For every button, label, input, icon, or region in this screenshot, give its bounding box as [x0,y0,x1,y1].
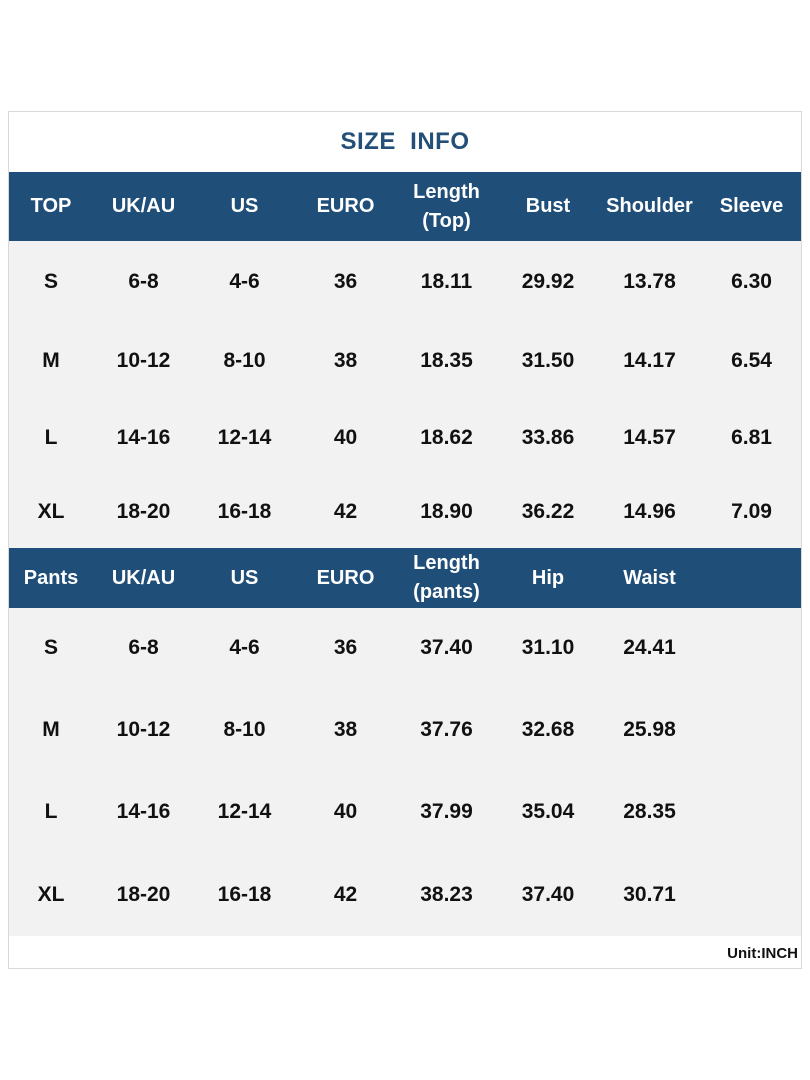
table-cell: 10-12 [116,349,171,372]
table-cell: 6-8 [128,270,159,293]
table-cell: XL [37,500,65,523]
table-cell: 31.50 [521,349,575,372]
pants-header-length: Length (pants) [413,552,480,603]
pants-table-body: S 6-8 4-6 36 37.40 31.10 24.41 M 10-12 8… [9,608,801,936]
table-cell: 6-8 [128,636,159,659]
pants-header-euro: EURO [316,566,375,589]
table-cell: 18-20 [116,500,171,523]
table-cell: 37.40 [521,882,575,906]
table-cell: 7.09 [731,500,772,523]
table-cell: 40 [333,800,358,823]
table-cell: 18.11 [420,270,473,293]
table-cell: 32.68 [521,717,575,741]
table-cell: 14.96 [623,500,676,523]
pants-header-empty [700,548,803,608]
table-cell: 18.35 [420,349,473,372]
table-cell: 18-20 [116,882,171,906]
table-cell: L [44,800,58,823]
table-cell: 8-10 [223,717,266,741]
table-cell: 37.76 [420,717,473,741]
top-header-ukau: UK/AU [111,195,176,217]
table-cell: 4-6 [229,636,260,659]
top-header-row: TOP UK/AU US EURO Length (Top) Bust Shou… [9,172,801,241]
table-cell [700,688,803,771]
table-cell: S [43,270,58,293]
table-cell: 38 [333,717,358,741]
table-cell: 37.40 [420,636,473,659]
pants-header-size: Pants [23,566,79,589]
unit-label: Unit:INCH [727,945,798,962]
table-cell: 36.22 [521,500,575,523]
table-cell: 6.81 [731,425,772,449]
table-cell: 24.41 [623,636,676,659]
table-cell: 31.10 [521,636,575,659]
table-cell: 4-6 [229,270,260,293]
table-cell [700,608,803,688]
table-cell: 35.04 [521,800,575,823]
table-cell: 42 [333,882,358,906]
table-cell: 18.62 [420,425,473,449]
table-cell [700,771,803,853]
top-header-sleeve: Sleeve [719,195,784,217]
table-cell: L [44,425,58,449]
table-cell: 42 [333,500,358,523]
table-cell: 14-16 [116,425,171,449]
table-cell: 12-14 [217,425,272,449]
table-cell: 37.99 [420,800,473,823]
table-cell: 36 [333,636,358,659]
top-header-length: Length (Top) [413,180,480,232]
table-cell: 14.17 [623,349,676,372]
pants-header-waist: Waist [623,566,676,589]
table-cell: 18.90 [420,500,473,523]
pants-header-ukau: UK/AU [111,566,176,589]
top-header-bust: Bust [525,195,571,217]
table-cell: 40 [333,425,358,449]
table-cell: 16-18 [217,500,272,523]
table-cell: XL [37,882,65,906]
table-cell: S [43,636,58,659]
table-cell: 6.54 [731,349,772,372]
table-cell: 33.86 [521,425,575,449]
table-cell: 36 [333,270,358,293]
top-header-size: TOP [30,195,72,217]
table-cell: 29.92 [521,270,575,293]
top-header-us: US [230,195,259,217]
table-cell: 16-18 [217,882,272,906]
top-header-shoulder: Shoulder [606,195,693,217]
table-cell: 10-12 [116,717,171,741]
table-cell: 6.30 [731,270,772,293]
chart-title: SIZE INFO [340,128,470,155]
table-cell: 8-10 [223,349,266,372]
table-cell: M [42,717,60,741]
size-chart: SIZE INFO TOP UK/AU US EURO Length (Top)… [8,111,802,969]
pants-header-us: US [230,566,259,589]
table-cell: 13.78 [623,270,676,293]
table-cell: 14-16 [116,800,171,823]
table-cell: 30.71 [623,882,676,906]
top-header-euro: EURO [316,195,375,217]
table-cell [700,853,803,936]
table-cell: 38 [333,349,358,372]
table-cell: 12-14 [217,800,272,823]
top-table-body: S 6-8 4-6 36 18.11 29.92 13.78 6.30 M 10… [9,241,801,548]
table-cell: 38.23 [420,882,473,906]
pants-header-hip: Hip [531,566,565,589]
table-cell: 28.35 [623,800,676,823]
table-cell: M [42,349,60,372]
table-cell: 14.57 [623,425,676,449]
table-cell: 25.98 [623,717,676,741]
pants-header-row: Pants UK/AU US EURO Length (pants) Hip W… [9,548,801,608]
